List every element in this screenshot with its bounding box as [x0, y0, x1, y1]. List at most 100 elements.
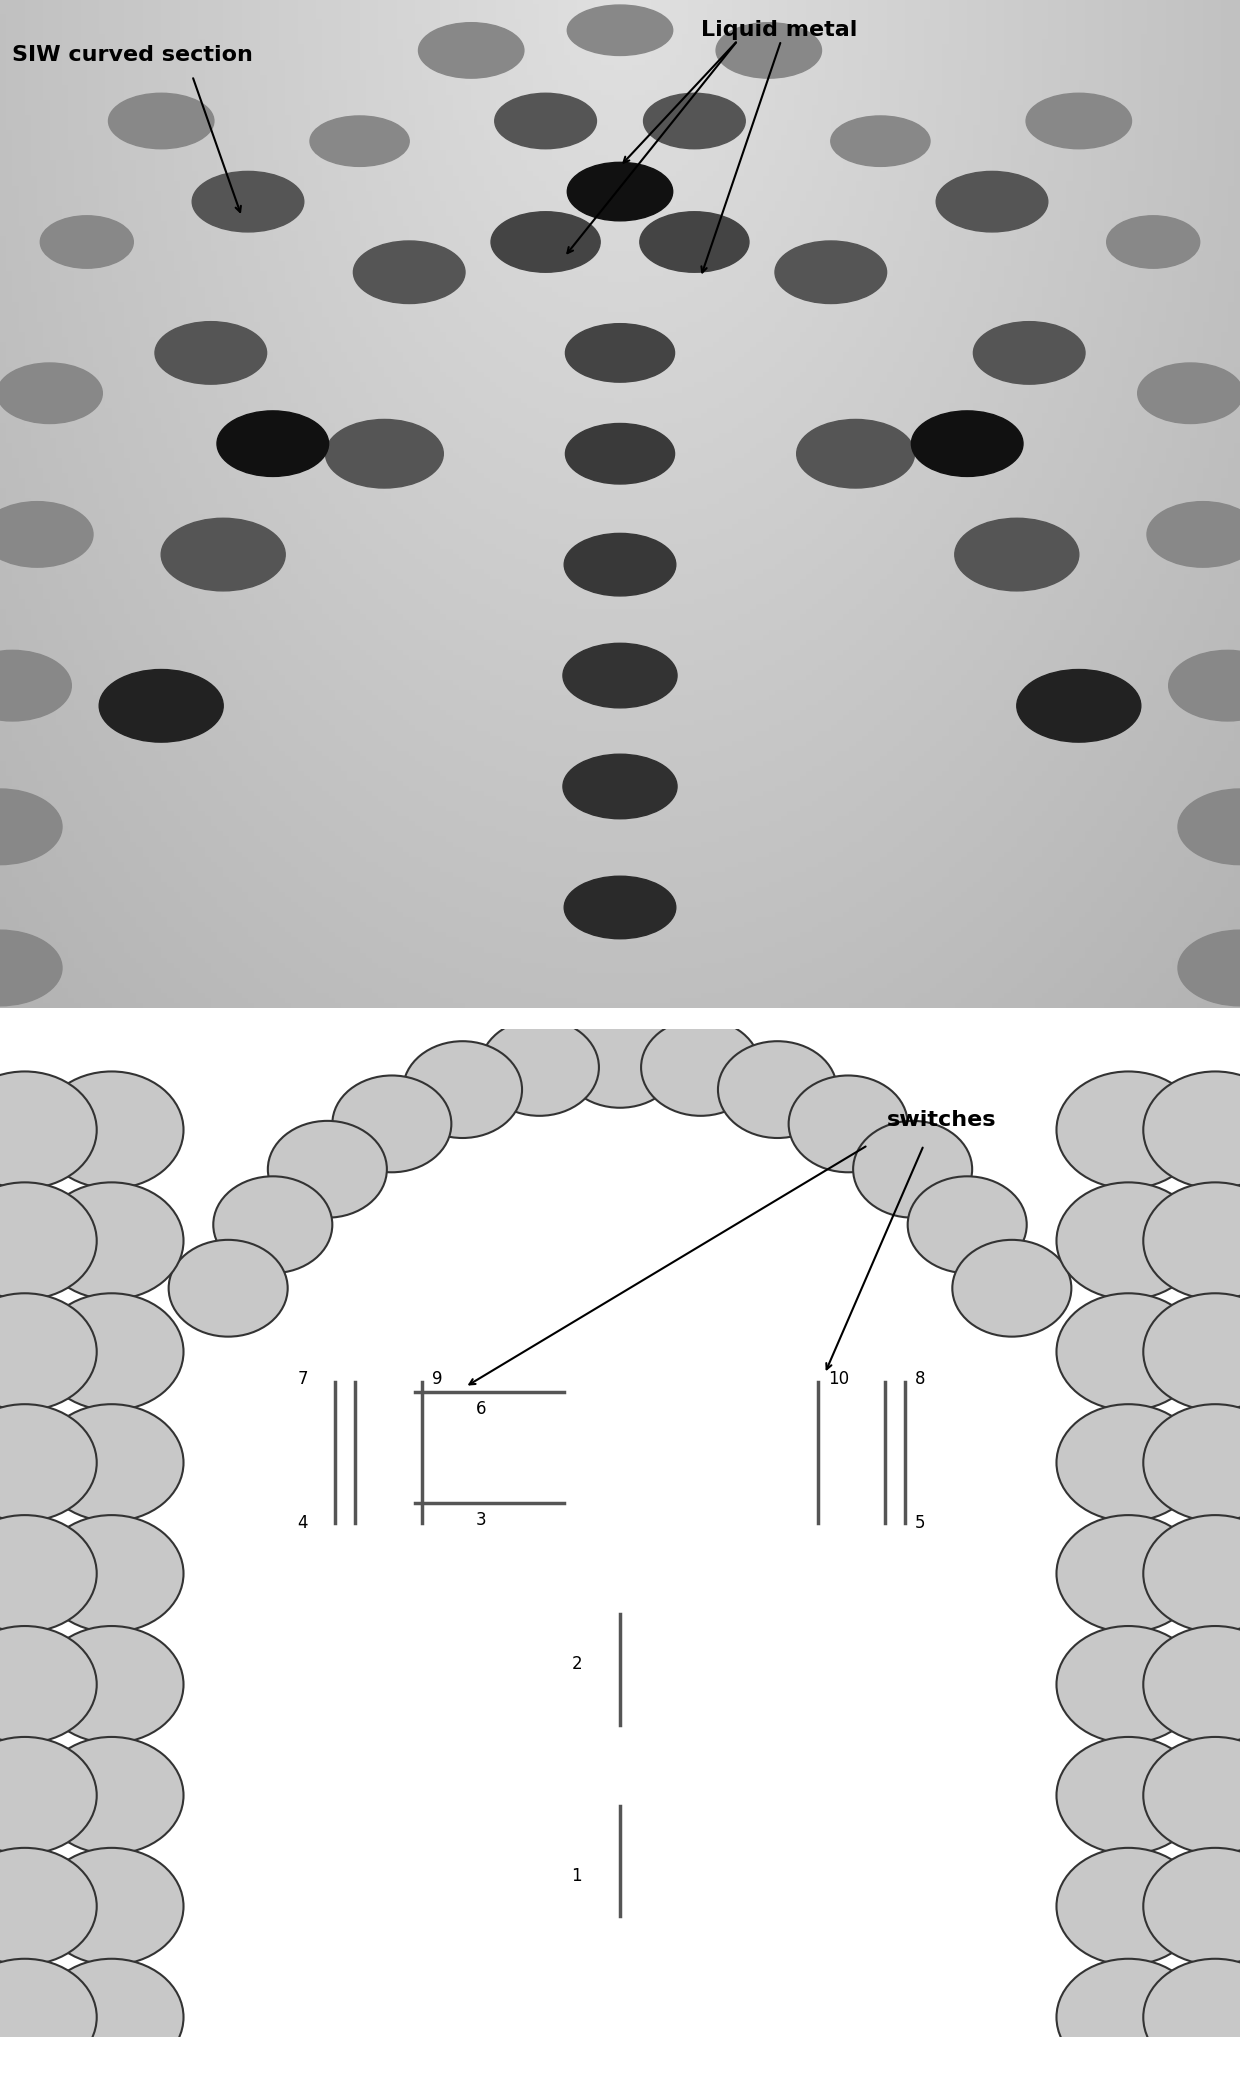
Text: 6: 6	[476, 1401, 486, 1418]
Ellipse shape	[715, 23, 821, 79]
Circle shape	[1056, 1071, 1200, 1189]
Ellipse shape	[41, 216, 134, 268]
Ellipse shape	[911, 412, 1023, 476]
Circle shape	[40, 1183, 184, 1299]
Circle shape	[1143, 1626, 1240, 1742]
Circle shape	[40, 1403, 184, 1522]
Circle shape	[1056, 1183, 1200, 1299]
Ellipse shape	[644, 94, 745, 150]
Ellipse shape	[0, 651, 72, 721]
Circle shape	[0, 1071, 97, 1189]
Text: SIW curved section: SIW curved section	[12, 46, 253, 64]
Ellipse shape	[0, 501, 93, 568]
Ellipse shape	[495, 94, 596, 150]
Ellipse shape	[1178, 929, 1240, 1006]
Ellipse shape	[831, 116, 930, 166]
Circle shape	[1143, 1736, 1240, 1854]
Circle shape	[1143, 1958, 1240, 2075]
Circle shape	[1056, 1403, 1200, 1522]
Ellipse shape	[796, 420, 915, 489]
Ellipse shape	[99, 669, 223, 742]
Circle shape	[853, 1121, 972, 1218]
Ellipse shape	[0, 364, 102, 424]
Ellipse shape	[775, 241, 887, 304]
Circle shape	[332, 1075, 451, 1173]
Circle shape	[40, 1516, 184, 1632]
Circle shape	[560, 1010, 680, 1108]
Circle shape	[169, 1239, 288, 1337]
Ellipse shape	[0, 790, 62, 865]
Text: 2: 2	[572, 1655, 582, 1674]
Ellipse shape	[1025, 94, 1131, 150]
Text: 3: 3	[476, 1511, 486, 1530]
Ellipse shape	[325, 420, 444, 489]
Circle shape	[0, 1183, 97, 1299]
Circle shape	[213, 1177, 332, 1272]
Circle shape	[0, 1403, 97, 1522]
Ellipse shape	[567, 4, 672, 56]
Text: 8: 8	[915, 1370, 925, 1389]
Circle shape	[40, 1071, 184, 1189]
Circle shape	[1056, 1626, 1200, 1742]
Ellipse shape	[973, 322, 1085, 385]
Ellipse shape	[1107, 216, 1200, 268]
Ellipse shape	[565, 424, 675, 484]
Text: 7: 7	[298, 1370, 308, 1389]
Ellipse shape	[1178, 790, 1240, 865]
Circle shape	[1143, 1403, 1240, 1522]
Circle shape	[1056, 1848, 1200, 1965]
Circle shape	[40, 1736, 184, 1854]
Text: FIGURE 5: FIGURE 5	[556, 1048, 684, 1073]
Ellipse shape	[1137, 364, 1240, 424]
Text: Liquid metal: Liquid metal	[701, 21, 857, 40]
Ellipse shape	[353, 241, 465, 304]
Circle shape	[40, 1848, 184, 1965]
Ellipse shape	[1147, 501, 1240, 568]
Ellipse shape	[1017, 669, 1141, 742]
Circle shape	[1143, 1071, 1240, 1189]
Ellipse shape	[567, 162, 672, 220]
Circle shape	[1143, 1516, 1240, 1632]
Circle shape	[0, 1736, 97, 1854]
Ellipse shape	[0, 929, 62, 1006]
Text: 10: 10	[828, 1370, 849, 1389]
Ellipse shape	[419, 23, 523, 79]
Circle shape	[641, 1019, 760, 1116]
Circle shape	[952, 1239, 1071, 1337]
Ellipse shape	[955, 518, 1079, 590]
Circle shape	[0, 1848, 97, 1965]
Circle shape	[1056, 1516, 1200, 1632]
Ellipse shape	[563, 755, 677, 819]
Circle shape	[1143, 1183, 1240, 1299]
Circle shape	[718, 1042, 837, 1137]
Ellipse shape	[564, 534, 676, 597]
Circle shape	[1143, 1848, 1240, 1965]
Ellipse shape	[640, 212, 749, 272]
Circle shape	[40, 1958, 184, 2075]
Circle shape	[403, 1042, 522, 1137]
Text: 1: 1	[572, 1867, 582, 1886]
Circle shape	[0, 1626, 97, 1742]
Ellipse shape	[936, 170, 1048, 233]
Circle shape	[268, 1121, 387, 1218]
Ellipse shape	[161, 518, 285, 590]
Text: 4: 4	[298, 1514, 308, 1532]
Ellipse shape	[1168, 651, 1240, 721]
Text: switches: switches	[887, 1110, 996, 1129]
Circle shape	[1143, 1293, 1240, 1410]
Circle shape	[480, 1019, 599, 1116]
Ellipse shape	[565, 324, 675, 383]
Ellipse shape	[563, 642, 677, 707]
Circle shape	[0, 1516, 97, 1632]
Ellipse shape	[192, 170, 304, 233]
Ellipse shape	[155, 322, 267, 385]
Ellipse shape	[491, 212, 600, 272]
Circle shape	[0, 1958, 97, 2075]
Circle shape	[1056, 1736, 1200, 1854]
Circle shape	[0, 1293, 97, 1410]
Circle shape	[40, 1293, 184, 1410]
Text: 5: 5	[915, 1514, 925, 1532]
Ellipse shape	[310, 116, 409, 166]
Circle shape	[1056, 1293, 1200, 1410]
Circle shape	[40, 1626, 184, 1742]
